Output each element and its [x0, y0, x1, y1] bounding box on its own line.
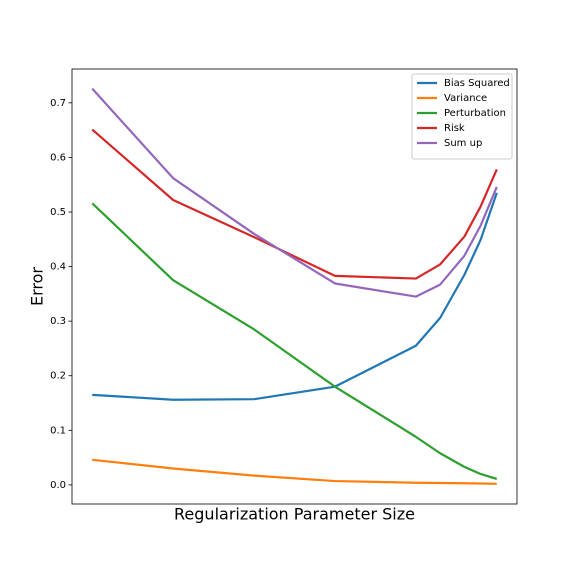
series-line	[91, 202, 498, 480]
legend-label: Perturbation	[444, 108, 506, 119]
series-line	[92, 458, 497, 485]
legend-box	[411, 73, 513, 160]
series-line	[92, 192, 498, 401]
series-line	[91, 87, 498, 298]
y-tick-label: 0.5	[50, 207, 66, 218]
y-tick-label: 0.3	[50, 316, 66, 327]
legend-label: Bias Squared	[444, 78, 510, 89]
y-axis-label: Error	[28, 267, 47, 306]
legend-label: Sum up	[444, 138, 482, 149]
x-axis-label: Regularization Parameter Size	[174, 505, 415, 524]
y-tick-label: 0.0	[50, 480, 66, 491]
y-tick-label: 0.7	[50, 98, 66, 109]
legend-label: Variance	[444, 93, 487, 104]
y-tick-label: 0.2	[50, 371, 66, 382]
y-tick-label: 0.6	[50, 152, 66, 163]
legend-label: Risk	[444, 123, 465, 134]
y-tick-label: 0.1	[50, 425, 66, 436]
series-line	[91, 128, 498, 280]
axes-frame	[71, 68, 518, 505]
y-tick-label: 0.4	[50, 262, 66, 273]
